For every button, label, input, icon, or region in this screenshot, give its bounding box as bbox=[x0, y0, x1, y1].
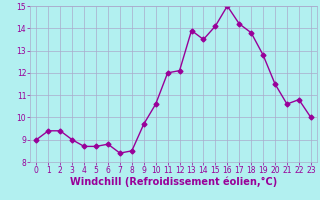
X-axis label: Windchill (Refroidissement éolien,°C): Windchill (Refroidissement éolien,°C) bbox=[70, 177, 277, 187]
